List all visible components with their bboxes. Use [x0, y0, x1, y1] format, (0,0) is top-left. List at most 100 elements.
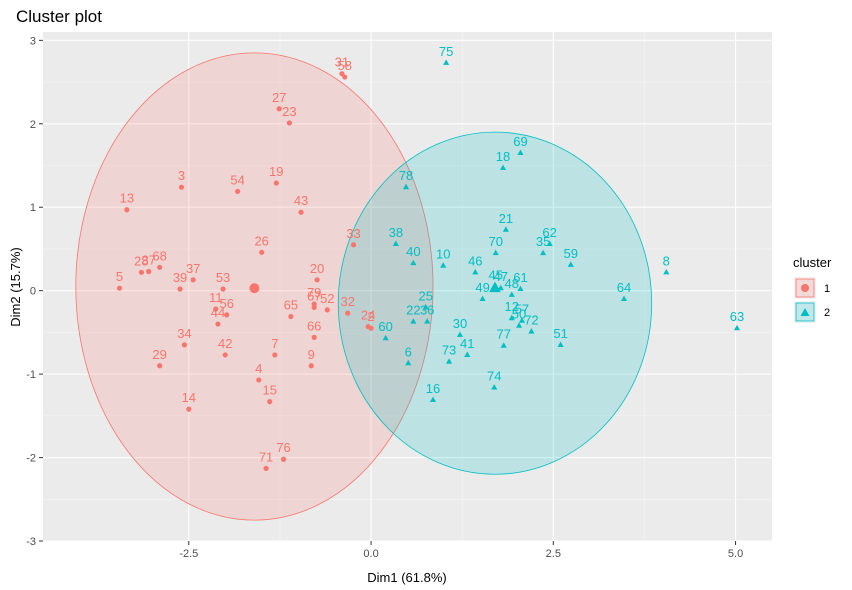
- cluster-1-point: [308, 363, 314, 369]
- point-label: 35: [536, 234, 550, 249]
- point-label: 34: [177, 326, 191, 341]
- cluster-2-point: [422, 303, 429, 310]
- x-tick-label: 2.5: [546, 548, 561, 560]
- chart-title: Cluster plot: [16, 7, 102, 26]
- point-label: 30: [453, 316, 467, 331]
- cluster-2-point: [518, 317, 526, 323]
- cluster-1-point: [124, 207, 130, 213]
- plot-panel: [43, 32, 772, 541]
- cluster-1-point: [256, 377, 262, 383]
- cluster-1-point: [288, 313, 294, 320]
- point-label: 50: [512, 307, 526, 322]
- cluster-2-point: [410, 259, 417, 266]
- point-label: 18: [496, 149, 510, 164]
- cluster-1-point: [181, 342, 188, 348]
- cluster-1-point: [314, 277, 320, 283]
- point-label: 63: [730, 309, 744, 324]
- cluster-2-point: [472, 268, 479, 275]
- cluster-2-point: [620, 295, 628, 302]
- legend-triangle-icon: [800, 308, 810, 316]
- point-label: 64: [617, 280, 631, 295]
- point-label: 48: [505, 276, 519, 291]
- cluster-2-point: [445, 358, 453, 364]
- x-axis-title: Dim1 (61.8%): [367, 570, 446, 585]
- point-label: 19: [269, 164, 283, 179]
- point-label: 20: [310, 261, 324, 276]
- point-label: 69: [513, 134, 527, 149]
- cluster-1-point: [146, 268, 152, 275]
- legend: cluster 1 2: [793, 255, 832, 323]
- point-label: 7: [271, 336, 278, 351]
- point-label: 3: [178, 168, 185, 183]
- cluster-1-point: [280, 456, 287, 462]
- cluster-1-point: [177, 286, 183, 292]
- cluster-1-point: [186, 406, 192, 412]
- point-label: 28: [134, 253, 148, 268]
- legend-title: cluster: [793, 255, 832, 270]
- cluster-1-point: [342, 74, 348, 80]
- point-label: 9: [308, 347, 315, 362]
- point-label: 42: [218, 336, 232, 351]
- cluster-2-point: [528, 328, 535, 334]
- cluster-1-point: [178, 184, 185, 190]
- cluster-1-point: [311, 334, 317, 340]
- point-label: 11: [209, 290, 223, 305]
- cluster-1-point: [267, 399, 273, 405]
- point-label: 76: [276, 440, 290, 455]
- x-tick-label: -2.5: [179, 548, 198, 560]
- point-label: 27: [272, 90, 286, 105]
- point-label: 65: [284, 298, 298, 313]
- point-label: 12: [505, 299, 519, 314]
- point-label: 5: [116, 269, 123, 284]
- point-label: 37: [186, 261, 200, 276]
- point-label: 56: [219, 296, 233, 311]
- point-label: 16: [426, 381, 440, 396]
- cluster-2-point: [382, 334, 389, 341]
- point-label: 37: [141, 252, 155, 267]
- point-label: 46: [468, 253, 482, 268]
- cluster-1-point: [263, 465, 269, 472]
- cluster-2-point: [500, 342, 507, 348]
- point-label: 79: [307, 285, 321, 300]
- point-label: 22: [406, 303, 420, 318]
- cluster-1-point: [116, 285, 123, 291]
- cluster-2-point: [497, 284, 504, 291]
- point-label: 75: [439, 44, 453, 59]
- legend-label-2: 2: [824, 307, 830, 319]
- cluster-1-point: [138, 269, 145, 275]
- cluster-2-point: [515, 322, 523, 328]
- cluster-1-point: [157, 363, 163, 369]
- point-label: 72: [524, 313, 538, 328]
- cluster-2-point: [443, 59, 450, 65]
- y-tick-label: 3: [30, 35, 36, 47]
- y-tick-label: 2: [30, 119, 36, 131]
- point-label: 36: [420, 303, 434, 318]
- point-label: 71: [259, 449, 273, 464]
- cluster-ellipse-2: [337, 131, 653, 475]
- point-label: 38: [389, 225, 403, 240]
- cluster-1-point: [213, 306, 219, 312]
- legend-label-1: 1: [824, 283, 830, 295]
- cluster-1-point: [235, 188, 241, 194]
- point-label: 31: [335, 55, 349, 70]
- cluster-1-point: [272, 352, 278, 358]
- cluster-1-point: [190, 277, 196, 283]
- y-axis-title: Dim2 (15.7%): [8, 247, 23, 326]
- y-tick-label: 0: [30, 286, 36, 298]
- cluster-2-point: [517, 149, 524, 156]
- cluster-1-point: [298, 209, 304, 215]
- cluster-2-point: [456, 331, 464, 337]
- point-label: 51: [553, 326, 567, 341]
- cluster-2-point: [402, 183, 410, 190]
- legend-circle-icon: [801, 284, 809, 292]
- point-label: 53: [216, 270, 230, 285]
- point-label: 25: [418, 288, 432, 303]
- point-label: 44: [211, 305, 225, 320]
- cluster-2-point: [502, 226, 509, 232]
- cluster-2-point: [429, 396, 437, 403]
- cluster-2-point: [517, 285, 524, 292]
- cluster-1-point: [286, 120, 293, 126]
- point-label: 54: [230, 172, 244, 187]
